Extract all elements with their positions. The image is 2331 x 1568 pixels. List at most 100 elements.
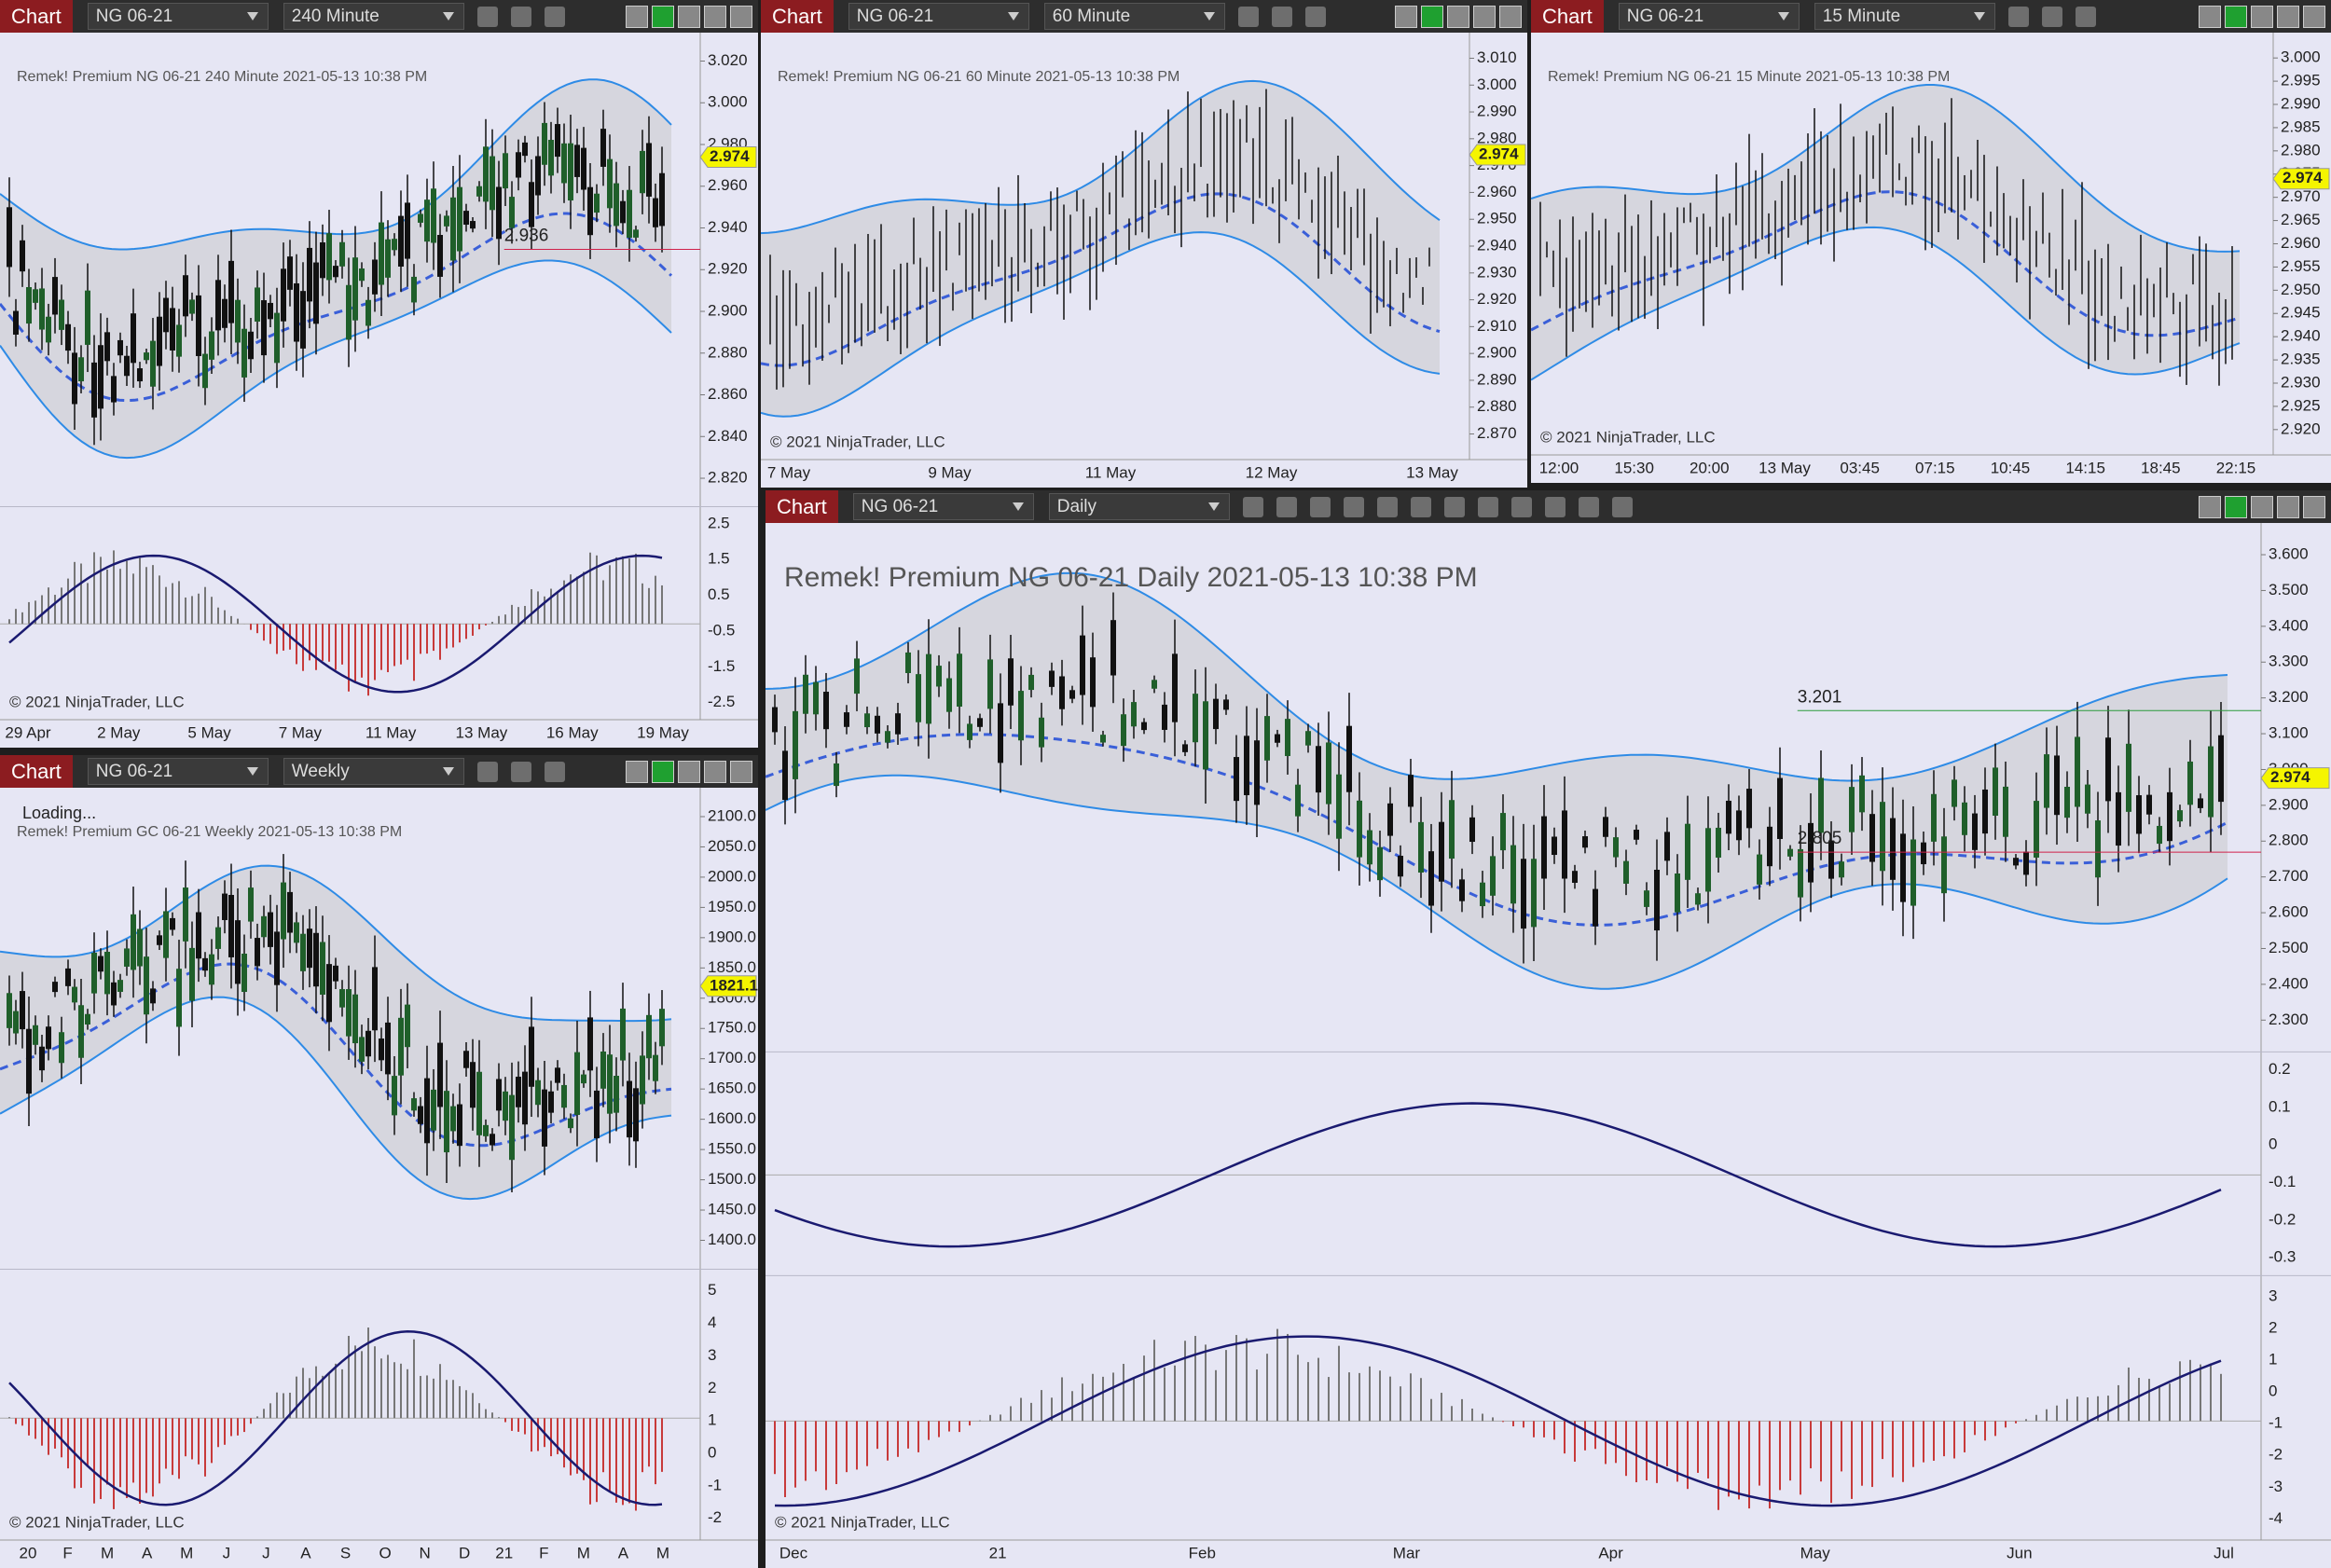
price-label: 1500.0 [708, 1170, 756, 1188]
window-button[interactable] [1447, 5, 1469, 28]
window-button[interactable] [2225, 5, 2247, 28]
tool-icon[interactable] [1544, 496, 1565, 517]
price-body [202, 957, 208, 971]
window-button[interactable] [626, 760, 648, 783]
chart-tab[interactable]: Chart [766, 490, 838, 523]
instrument-select[interactable]: NG 06-21 [848, 3, 1029, 30]
tool-icon[interactable] [1443, 496, 1465, 517]
price-body [614, 1076, 619, 1113]
price-body [1141, 722, 1147, 731]
interval-select[interactable]: Weekly [283, 758, 464, 785]
time-label: 07:15 [1915, 459, 1955, 476]
window-button[interactable] [652, 760, 674, 783]
chart-tab[interactable]: Chart [0, 755, 73, 788]
time-label: 15:30 [1614, 459, 1654, 476]
price-body [1593, 888, 1598, 927]
tool-icon[interactable] [476, 6, 498, 27]
chart-tab[interactable]: Chart [1531, 0, 1604, 33]
window-button[interactable] [2251, 5, 2273, 28]
window-button[interactable] [2277, 495, 2299, 518]
tool-icon[interactable] [1510, 496, 1532, 517]
price-body [359, 1037, 365, 1062]
tool-icon[interactable] [510, 761, 531, 782]
price-body [183, 887, 188, 942]
tool-icon[interactable] [2041, 6, 2062, 27]
price-body [13, 310, 19, 335]
interval-select[interactable]: 15 Minute [1814, 3, 1995, 30]
price-body [1685, 823, 1690, 880]
tool-icon[interactable] [1376, 496, 1398, 517]
interval-select[interactable]: 240 Minute [283, 3, 464, 30]
price-body [300, 933, 306, 971]
window-button[interactable] [1473, 5, 1496, 28]
tool-icon[interactable] [1410, 496, 1431, 517]
tool-icon[interactable] [544, 6, 565, 27]
tool-icon[interactable] [1309, 496, 1331, 517]
window-button[interactable] [2303, 5, 2325, 28]
band-lower [0, 259, 672, 460]
interval-select[interactable]: 60 Minute [1043, 3, 1225, 30]
tool-icon[interactable] [2075, 6, 2096, 27]
tool-icon[interactable] [1477, 496, 1498, 517]
band-upper [0, 78, 672, 251]
instrument-select[interactable]: NG 06-21 [852, 493, 1034, 520]
time-label: 10:45 [1991, 459, 2031, 476]
tool-icon[interactable] [1578, 496, 1599, 517]
window-button[interactable] [704, 5, 726, 28]
price-body [548, 140, 554, 176]
tool-icon[interactable] [1237, 6, 1259, 27]
price-label: 2.930 [2281, 373, 2321, 391]
window-button[interactable] [1395, 5, 1417, 28]
last-price: 1821.1 [710, 976, 758, 994]
price-body [516, 1076, 521, 1107]
tool-icon[interactable] [1276, 496, 1297, 517]
tool-icon[interactable] [1271, 6, 1292, 27]
window-button[interactable] [1499, 5, 1522, 28]
window-button[interactable] [730, 760, 752, 783]
price-body [163, 911, 169, 958]
window-button[interactable] [2225, 495, 2247, 518]
tool-icon[interactable] [1242, 496, 1263, 517]
tool-icon[interactable] [476, 761, 498, 782]
tool-icon[interactable] [1343, 496, 1364, 517]
chart-tab[interactable]: Chart [761, 0, 834, 33]
last-price-tag [1469, 144, 1526, 166]
window-button[interactable] [626, 5, 648, 28]
price-body [2044, 754, 2049, 808]
price-body [339, 241, 345, 267]
window-buttons [626, 5, 758, 28]
window-button[interactable] [678, 5, 700, 28]
price-label: 2.300 [2269, 1011, 2309, 1028]
price-body [1808, 822, 1814, 883]
time-label: M [101, 1544, 114, 1561]
price-label: 2.995 [2281, 72, 2321, 89]
window-button[interactable] [2199, 5, 2221, 28]
window-button[interactable] [678, 760, 700, 783]
instrument-select[interactable]: NG 06-21 [87, 3, 269, 30]
instrument-select[interactable]: NG 06-21 [1618, 3, 1800, 30]
window-button[interactable] [2277, 5, 2299, 28]
price-body [274, 931, 280, 985]
last-price-tag [699, 975, 757, 997]
chart-tab[interactable]: Chart [0, 0, 73, 33]
window-button[interactable] [730, 5, 752, 28]
instrument-select[interactable]: NG 06-21 [87, 758, 269, 785]
price-body [1244, 736, 1249, 796]
tool-icon[interactable] [1304, 6, 1326, 27]
price-body [1080, 635, 1085, 695]
tool-icon[interactable] [1611, 496, 1633, 517]
price-body [241, 328, 247, 378]
interval-select[interactable]: Daily [1048, 493, 1230, 520]
time-label: Mar [1393, 1544, 1421, 1561]
window-button[interactable] [2251, 495, 2273, 518]
window-button[interactable] [2303, 495, 2325, 518]
price-body [2146, 794, 2152, 815]
window-button[interactable] [652, 5, 674, 28]
window-button[interactable] [2199, 495, 2221, 518]
tool-icon[interactable] [2007, 6, 2029, 27]
window-button[interactable] [1421, 5, 1443, 28]
window-button[interactable] [704, 760, 726, 783]
price-label: 2.935 [2281, 351, 2321, 368]
tool-icon[interactable] [544, 761, 565, 782]
tool-icon[interactable] [510, 6, 531, 27]
